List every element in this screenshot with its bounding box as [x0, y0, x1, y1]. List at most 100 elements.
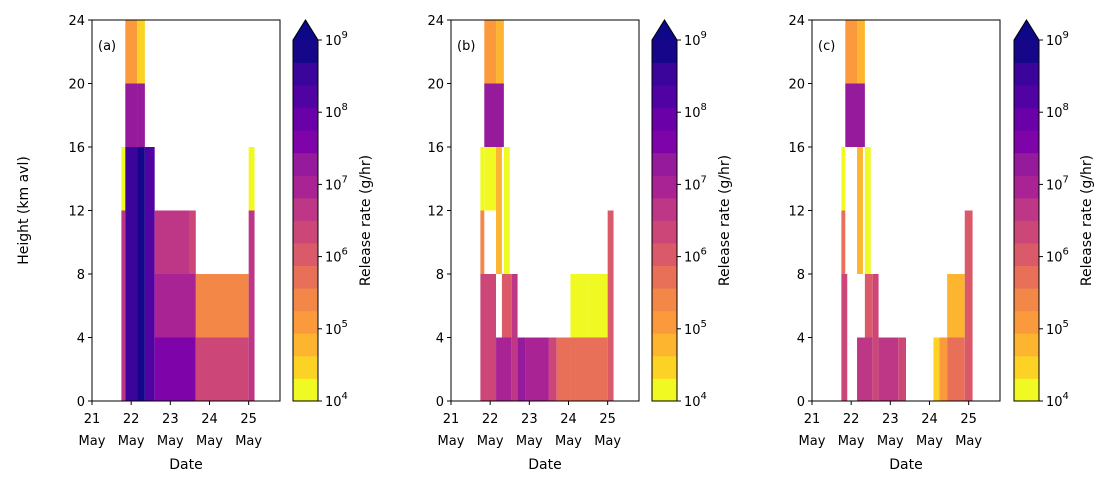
colorbar-segment: [1014, 85, 1039, 109]
colorbar-segment: [652, 197, 677, 221]
colorbar-tick-label: 109: [684, 30, 707, 49]
heatmap-cell: [588, 274, 608, 338]
y-tick-label: 4: [77, 332, 85, 347]
colorbar-segment: [1014, 265, 1039, 289]
colorbar-tick-label: 107: [325, 174, 348, 193]
colorbar-label: Release rate (g/hr): [717, 155, 733, 286]
colorbar-segment: [293, 220, 318, 244]
heatmap-cell: [845, 83, 865, 147]
x-axis-label: Date: [528, 457, 561, 473]
colorbar-segment: [1014, 288, 1039, 312]
colorbar-tick-label: 106: [325, 247, 348, 266]
colorbar-tick-label: 108: [684, 102, 707, 121]
colorbar-segment: [293, 152, 318, 176]
x-tick-month-label: May: [157, 434, 184, 449]
x-tick-month-label: May: [516, 434, 543, 449]
y-tick-label: 8: [77, 268, 85, 283]
heatmap-cell: [484, 20, 497, 84]
x-tick-day-label: 24: [201, 412, 218, 427]
x-tick-day-label: 22: [123, 412, 140, 427]
heatmap-cell: [144, 147, 155, 401]
colorbar-tick-label: 104: [325, 391, 348, 410]
heatmap-cell: [484, 83, 504, 147]
colorbar-label: Release rate (g/hr): [358, 155, 374, 286]
heatmap-cell: [872, 274, 879, 401]
x-tick-day-label: 25: [240, 412, 257, 427]
heatmap-cell: [841, 147, 846, 211]
colorbar-segment: [1014, 243, 1039, 267]
colorbar-tick-label: 108: [325, 102, 348, 121]
colorbar-segment: [293, 378, 318, 402]
y-tick-label: 24: [427, 14, 444, 29]
x-tick-day-label: 23: [162, 412, 179, 427]
y-tick-label: 16: [68, 141, 85, 156]
heatmap-cell: [501, 274, 512, 338]
colorbar-segment: [652, 378, 677, 402]
heatmap-cell: [947, 337, 965, 401]
colorbar-outline: [651, 19, 678, 402]
heatmap-cell: [511, 274, 518, 401]
colorbar-segment: [1014, 310, 1039, 334]
heatmap-cell: [517, 337, 526, 401]
heatmap-cell: [484, 147, 497, 211]
x-tick-day-label: 21: [804, 412, 821, 427]
heatmap-cell: [496, 337, 512, 401]
x-tick-month-label: May: [555, 434, 582, 449]
x-tick-day-label: 23: [882, 412, 899, 427]
panel-2: 0 4 8 12 16 20 24 21 May 22 May 23 May 24 May 25 May Date…: [427, 14, 733, 473]
x-tick-month-label: May: [235, 434, 262, 449]
heatmap-cell: [841, 274, 848, 401]
y-tick-label: 12: [68, 205, 85, 220]
colorbar-tick-label: 104: [684, 391, 707, 410]
x-tick-day-label: 24: [921, 412, 938, 427]
y-axis-label: Height (km avl): [16, 156, 32, 265]
colorbar-segment: [1014, 333, 1039, 357]
panel-label: (a): [98, 39, 116, 54]
x-axis-label: Date: [169, 457, 202, 473]
y-tick-label: 4: [797, 332, 805, 347]
heatmap-cell: [964, 210, 973, 401]
heatmap-cell: [503, 147, 510, 274]
colorbar-segment: [293, 85, 318, 109]
heatmap-cell: [121, 147, 126, 211]
x-axis-label: Date: [889, 457, 922, 473]
panel-label: (b): [457, 39, 475, 54]
heatmap-cell: [878, 337, 899, 401]
colorbar-segment: [652, 152, 677, 176]
x-tick-month-label: May: [594, 434, 621, 449]
heatmap-cell: [125, 83, 138, 147]
colorbar-segment: [652, 62, 677, 86]
heatmap-cell: [121, 210, 126, 401]
heatmap-cell: [154, 274, 196, 338]
colorbar-tick-label: 105: [684, 319, 707, 338]
heatmap-cell: [570, 274, 589, 338]
heatmap-cell: [496, 20, 504, 84]
y-tick-label: 4: [436, 332, 444, 347]
x-tick-month-label: May: [877, 434, 904, 449]
colorbar-segment: [293, 243, 318, 267]
colorbar-segment: [652, 243, 677, 267]
x-tick-month-label: May: [118, 434, 145, 449]
heatmap-cell: [857, 337, 873, 401]
heatmap-cell: [845, 20, 858, 84]
colorbar-segment: [652, 40, 677, 63]
y-tick-label: 24: [788, 14, 805, 29]
heatmap-cell: [480, 210, 485, 274]
y-tick-label: 20: [788, 78, 805, 93]
heatmap-cell: [548, 337, 557, 401]
x-tick-day-label: 22: [843, 412, 860, 427]
heatmap-cell: [480, 274, 497, 401]
panel-3: 0 4 8 12 16 20 24 21 May 22 May 23 May 24 May 25 May Date…: [788, 14, 1095, 473]
heatmap-cell: [857, 147, 863, 274]
colorbar-segment: [1014, 62, 1039, 86]
colorbar-tick-label: 109: [1046, 30, 1069, 49]
y-tick-label: 16: [427, 141, 444, 156]
colorbar-tick-label: 107: [1046, 174, 1069, 193]
x-tick-month-label: May: [916, 434, 943, 449]
y-tick-label: 0: [797, 395, 805, 410]
y-tick-label: 24: [68, 14, 85, 29]
colorbar-segment: [1014, 378, 1039, 402]
colorbar-segment: [1014, 355, 1039, 379]
colorbar-extend-triangle: [1014, 20, 1039, 40]
heatmap-cell: [137, 20, 145, 84]
